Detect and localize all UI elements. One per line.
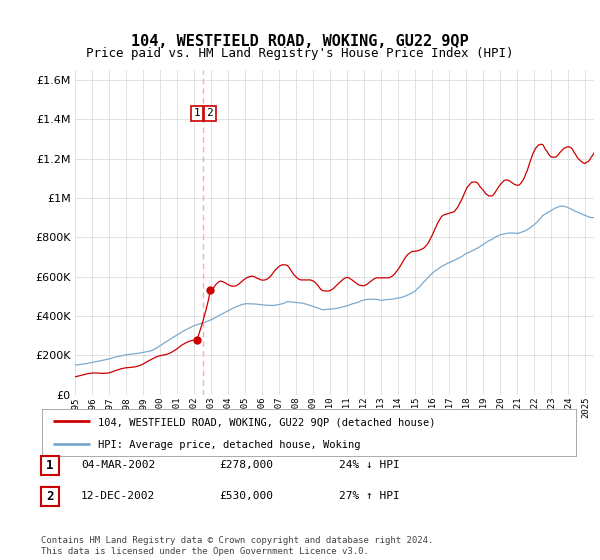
Text: 2: 2 [206, 108, 213, 118]
Text: 24% ↓ HPI: 24% ↓ HPI [339, 460, 400, 470]
Text: Contains HM Land Registry data © Crown copyright and database right 2024.
This d: Contains HM Land Registry data © Crown c… [41, 536, 433, 556]
Text: 1: 1 [46, 459, 53, 472]
Text: 104, WESTFIELD ROAD, WOKING, GU22 9QP (detached house): 104, WESTFIELD ROAD, WOKING, GU22 9QP (d… [98, 417, 436, 427]
Text: 27% ↑ HPI: 27% ↑ HPI [339, 491, 400, 501]
Text: £278,000: £278,000 [219, 460, 273, 470]
Text: 2: 2 [46, 489, 53, 503]
Text: 104, WESTFIELD ROAD, WOKING, GU22 9QP: 104, WESTFIELD ROAD, WOKING, GU22 9QP [131, 34, 469, 49]
Text: 12-DEC-2002: 12-DEC-2002 [81, 491, 155, 501]
Text: £530,000: £530,000 [219, 491, 273, 501]
Text: Price paid vs. HM Land Registry's House Price Index (HPI): Price paid vs. HM Land Registry's House … [86, 47, 514, 60]
Text: 04-MAR-2002: 04-MAR-2002 [81, 460, 155, 470]
Text: 1: 1 [194, 108, 200, 118]
Text: HPI: Average price, detached house, Woking: HPI: Average price, detached house, Woki… [98, 440, 361, 450]
